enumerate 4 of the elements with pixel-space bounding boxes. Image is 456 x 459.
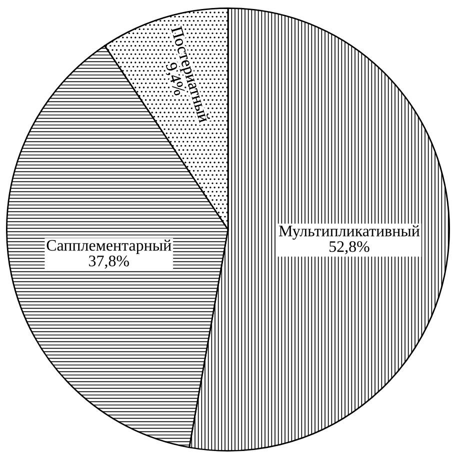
slice-label: Мультипликативный (278, 225, 420, 240)
data-label: 37,8% (89, 256, 129, 269)
slice-label: Сапплементарный (46, 240, 172, 254)
data-label: 52,8% (330, 241, 370, 254)
